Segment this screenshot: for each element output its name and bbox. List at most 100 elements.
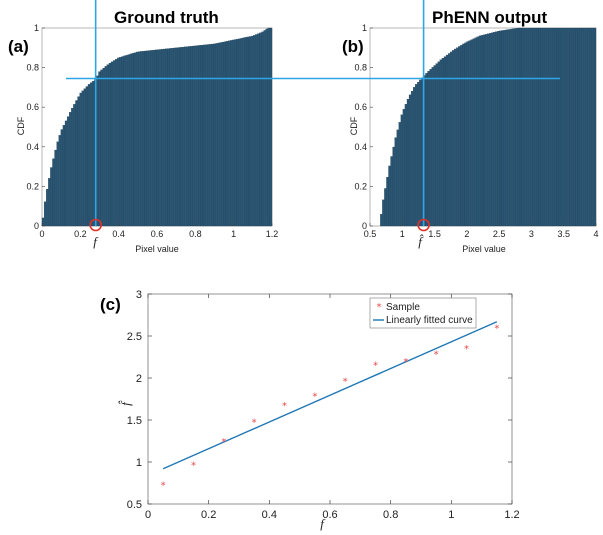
cdf-bar: [165, 48, 168, 227]
x-tick-label: 0.8: [189, 229, 202, 239]
cdf-bar: [388, 165, 391, 227]
cdf-bar: [232, 39, 235, 227]
x-tick-label: 0.5: [364, 229, 377, 239]
cdf-bar: [536, 27, 539, 227]
cdf-bar: [554, 27, 558, 227]
cdf-bar: [587, 27, 590, 227]
cdf-bar: [238, 38, 241, 227]
cdf-bar: [207, 44, 210, 227]
sample-point: *: [191, 461, 196, 472]
cdf-bar: [519, 27, 523, 227]
cdf-bar: [482, 34, 486, 227]
cdf-bar: [563, 27, 566, 227]
cdf-bar: [242, 37, 245, 227]
x-tick-label: 0.2: [201, 509, 216, 521]
cdf-bar: [460, 45, 463, 227]
cdf-bar: [50, 167, 53, 227]
y-tick-label: 0: [34, 221, 39, 231]
cdf-bar: [515, 28, 519, 227]
y-tick-label: 0: [362, 221, 367, 231]
y-tick-label: 1: [136, 457, 142, 469]
cdf-bar: [66, 116, 70, 227]
cdf-bar: [452, 50, 455, 227]
cdf-bar: [560, 27, 564, 227]
cdf-bar: [246, 36, 250, 227]
cdf-bar: [175, 47, 179, 227]
cdf-bar: [392, 146, 395, 227]
y-tick-label: 0.6: [26, 102, 39, 112]
cdf-bar: [402, 109, 406, 227]
cdf-bar: [186, 46, 189, 227]
panel-b-ylabel: CDF: [349, 116, 359, 135]
cdf-bar: [476, 36, 480, 227]
sample-point: *: [494, 324, 499, 335]
cdf-bar: [217, 42, 220, 227]
cdf-bar: [466, 41, 469, 227]
legend-fit-label: Linearly fitted curve: [386, 315, 473, 326]
cdf-bar: [538, 27, 541, 227]
x-tick-label: 0.2: [74, 229, 87, 239]
cdf-bar: [398, 122, 401, 227]
cdf-bar: [441, 58, 445, 227]
marker-circle: [417, 218, 430, 232]
cdf-bar: [447, 53, 451, 227]
cdf-bar: [244, 37, 248, 227]
sample-point: *: [434, 350, 439, 361]
cdf-bar: [198, 45, 202, 227]
cdf-bar: [495, 31, 498, 227]
panel-a-title: Ground truth: [114, 8, 219, 27]
cdf-bar: [480, 35, 484, 227]
x-tick-label: 3: [529, 229, 534, 239]
cdf-bar: [544, 27, 547, 227]
cdf-bar: [253, 35, 256, 227]
panel-a-plot-area: 0 0.2 0.4 0.6 0.8 1 1.2 0 0.2 0.4 0.6 0.8 1: [26, 0, 278, 239]
cdf-bar: [60, 129, 64, 227]
x-tick-label: 1.2: [266, 229, 279, 239]
cdf-bar: [509, 29, 512, 227]
x-tick-label: 0.4: [262, 509, 277, 521]
cdf-bar: [523, 27, 527, 227]
cdf-bar: [181, 46, 185, 227]
cdf-bar: [404, 104, 408, 227]
panel-a-xlabel: Pixel value: [135, 244, 179, 254]
cdf-bar: [209, 44, 212, 227]
cdf-bar: [501, 30, 504, 227]
cdf-bar: [230, 40, 233, 227]
cdf-bar: [79, 92, 82, 227]
cdf-bar: [152, 49, 156, 227]
y-tick-label: 0.4: [354, 142, 367, 152]
cdf-bar: [64, 120, 68, 227]
cdf-bar: [478, 35, 482, 227]
panel-a: (a) Ground truth 0 0.2 0.4 0.6 0.8 1 1.2 0 0.2 0.…: [8, 0, 278, 254]
cdf-bar: [433, 65, 436, 227]
cdf-bar: [190, 46, 193, 227]
cdf-bar: [96, 75, 99, 227]
cdf-bar: [577, 27, 580, 227]
cdf-bar: [532, 27, 535, 227]
cdf-bar: [100, 69, 103, 227]
sample-point: *: [403, 357, 408, 368]
cdf-bar: [211, 43, 214, 227]
cdf-bar: [575, 27, 578, 227]
cdf-bar: [102, 67, 105, 227]
cdf-bar: [163, 48, 166, 227]
cdf-bar: [556, 27, 560, 227]
cdf-bar: [443, 56, 447, 227]
cdf-bar: [497, 31, 500, 227]
cdf-bar: [552, 27, 556, 227]
cdf-bar: [526, 27, 529, 227]
cdf-bar: [142, 51, 145, 227]
y-tick-label: 2.5: [127, 331, 142, 343]
x-tick-label: 3.5: [557, 229, 570, 239]
cdf-bar: [188, 46, 191, 227]
marker-circle: [89, 218, 102, 232]
cdf-bar: [46, 188, 49, 227]
panel-c: (c) 0 0.2 0.4 0.6 0.8 1 1.20.511.522.53*******…: [100, 289, 520, 531]
x-tick-label: 2.5: [493, 229, 506, 239]
cdf-bar: [458, 46, 461, 227]
cdf-bar: [43, 201, 47, 227]
sample-point: *: [343, 377, 348, 388]
panel-b: (b) PhENN output 0.5 1 1.5 2 2.5 3 3.5 4 0 0.2 0.4…: [342, 0, 599, 254]
y-tick-label: 3: [136, 289, 142, 301]
cdf-bar: [386, 177, 389, 227]
